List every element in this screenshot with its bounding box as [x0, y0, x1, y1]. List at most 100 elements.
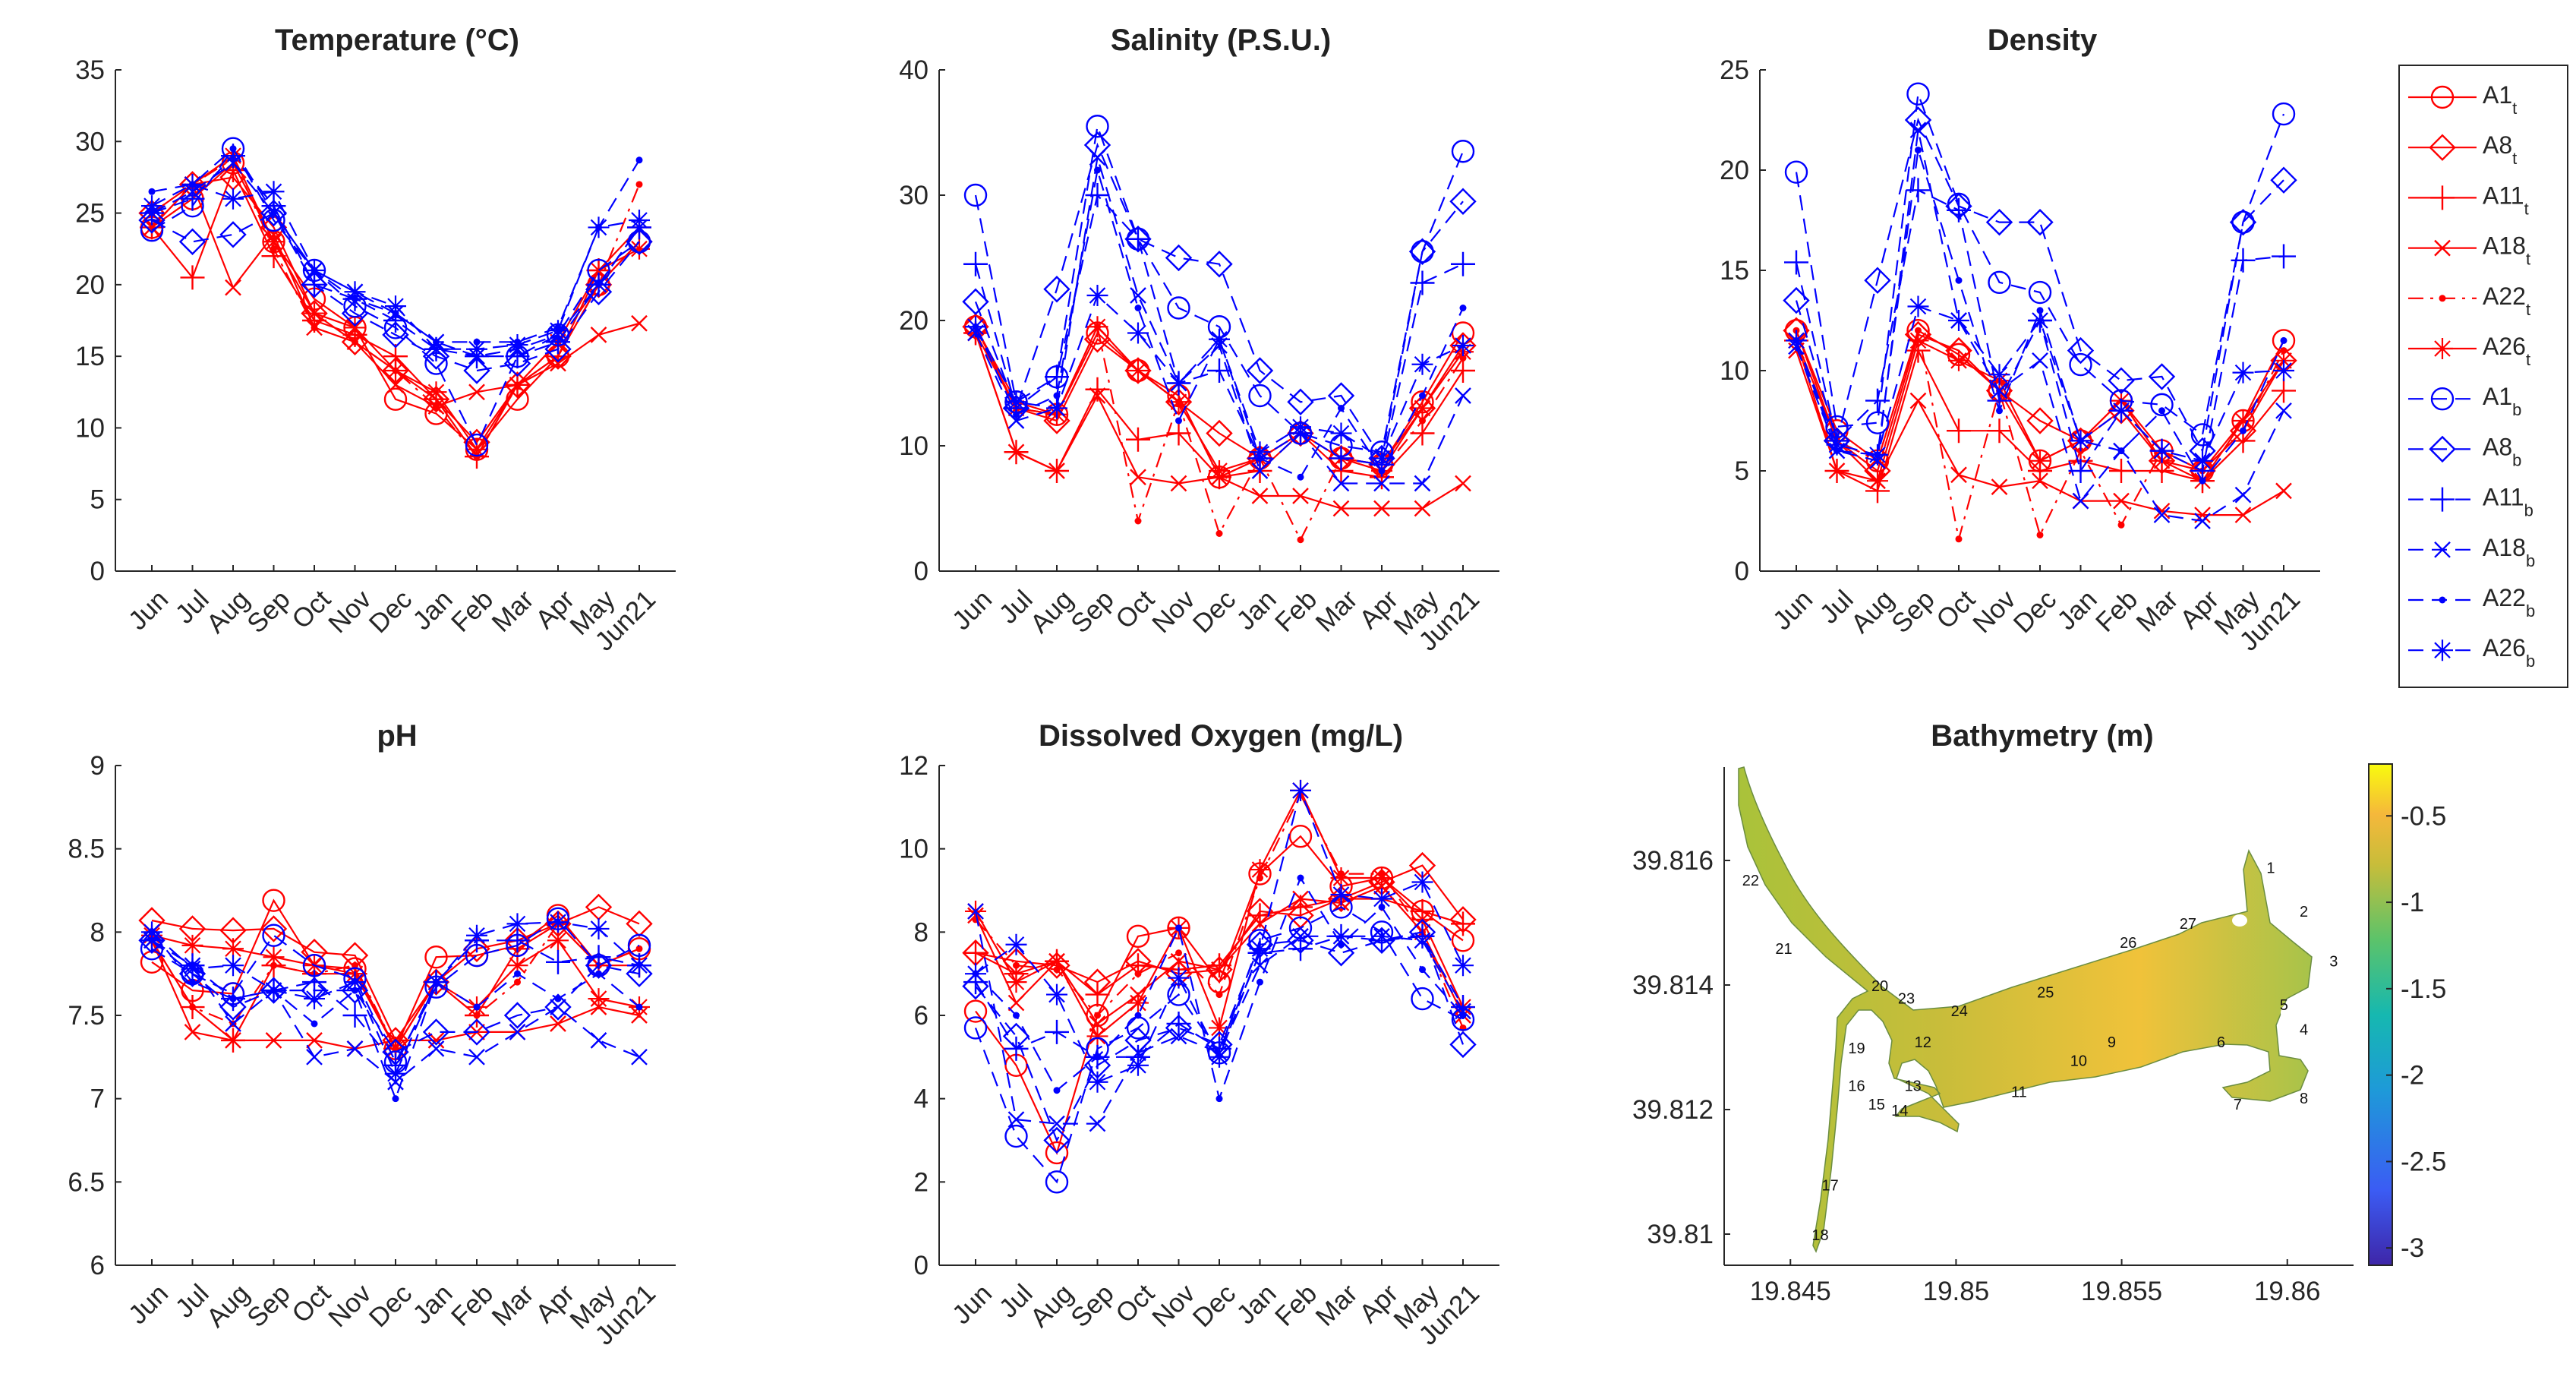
data-point-A8b: [463, 1018, 490, 1046]
data-point-A22b: [635, 156, 643, 164]
data-point-A8b: [962, 288, 989, 315]
data-point-A26b: [1948, 310, 1969, 331]
data-point-A11b: [546, 949, 570, 974]
data-point-A26t: [1168, 391, 1190, 413]
data-point-A26b: [2070, 430, 2092, 452]
legend-subscript: b: [2512, 450, 2521, 469]
data-point-A26t: [1209, 460, 1230, 481]
data-point-A11b: [1906, 178, 1931, 203]
data-point-A11b: [1126, 226, 1150, 251]
chart-panel: 024681012JunJulAugSepOctNovDecJanFebMarA…: [899, 751, 1499, 1351]
data-point-A26b: [2151, 440, 2173, 462]
y-tick-label: 9: [90, 751, 105, 781]
data-point-A11t: [963, 940, 988, 965]
data-point-A26b: [2111, 399, 2132, 421]
data-point-A1b: [1906, 82, 1930, 106]
station-label: 8: [2300, 1091, 2308, 1107]
data-point-A11b: [1004, 1036, 1029, 1061]
data-point-A8b: [178, 960, 207, 987]
series-line-A18b: [975, 157, 1464, 485]
data-point-A8b: [1449, 188, 1477, 215]
station-label: 25: [2037, 984, 2054, 1001]
data-point-A18t: [1089, 1015, 1106, 1032]
data-point-A22t: [2117, 521, 2125, 529]
legend-marker-A26b: [2432, 639, 2453, 661]
data-point-A26b: [1867, 444, 1888, 466]
legend-subscript: b: [2512, 400, 2521, 419]
chart-title-ph: pH: [377, 719, 417, 753]
data-point-A8b: [341, 299, 369, 327]
data-point-A22t: [352, 338, 358, 346]
data-point-A8b: [138, 207, 166, 234]
series-line-A1b: [974, 122, 1465, 453]
data-point-A22b: [1297, 874, 1304, 882]
data-point-A11b: [1045, 1019, 1069, 1044]
data-point-A1b: [1784, 160, 1808, 184]
data-point-A8t: [1165, 388, 1193, 415]
data-point-A1b: [1004, 1124, 1028, 1148]
lake-shape: [1738, 766, 2313, 1253]
data-point-A22b: [1419, 966, 1426, 974]
data-point-A18t: [1455, 475, 1471, 492]
data-point-A8b: [585, 952, 613, 979]
data-point-A11t: [1451, 911, 1475, 936]
colorbar-tick-label: -2.5: [2401, 1147, 2446, 1176]
data-point-A8b: [219, 221, 247, 248]
data-point-A26t: [1907, 330, 1929, 352]
data-point-A22b: [229, 995, 237, 1002]
x-tick-label: Oct: [1931, 584, 1981, 634]
station-label: 7: [2234, 1097, 2242, 1113]
data-point-A26b: [1046, 397, 1067, 419]
data-point-A26t: [263, 946, 285, 968]
data-point-A18t: [1991, 478, 2008, 495]
data-point-A8b: [2067, 336, 2095, 365]
station-label: 20: [1871, 978, 1888, 995]
data-point-A18t: [1048, 463, 1065, 479]
data-point-A22t: [1215, 991, 1223, 999]
series-line-A8b: [975, 931, 1465, 1143]
station-label: 17: [1821, 1178, 1838, 1195]
y-tick-label: 25: [1720, 55, 1749, 85]
legend-subscript: t: [2526, 250, 2530, 269]
data-point-A26b: [1988, 364, 2010, 386]
data-point-A18t: [184, 1024, 201, 1040]
data-point-A22b: [1459, 305, 1467, 311]
data-point-A1b: [2272, 102, 2296, 126]
data-point-A18b: [509, 1024, 526, 1040]
data-point-A18b: [1373, 927, 1390, 945]
data-point-A8t: [1043, 407, 1070, 434]
data-point-A18t: [1130, 469, 1146, 486]
data-point-A26b: [588, 216, 610, 238]
station-label: 16: [1848, 1078, 1865, 1094]
data-point-A11b: [1784, 250, 1808, 275]
x-tick-label: Oct: [1110, 584, 1160, 634]
y-tick-label: 15: [1720, 256, 1749, 286]
data-point-A26b: [1168, 372, 1190, 394]
data-point-A26b: [1086, 285, 1108, 306]
data-point-A18b: [427, 1040, 445, 1057]
station-label: 23: [1898, 991, 1915, 1008]
data-point-A26b: [1411, 353, 1433, 375]
chart-title-bathymetry: Bathymetry (m): [1931, 719, 2153, 753]
data-point-A26b: [2232, 361, 2254, 384]
data-point-A22b: [1338, 941, 1345, 949]
data-point-A11b: [1410, 923, 1435, 949]
data-point-A26b: [1452, 335, 1474, 356]
data-point-A8b: [544, 336, 572, 363]
data-point-A22t: [1419, 417, 1426, 425]
data-point-A22t: [311, 324, 318, 331]
data-point-A18t: [1211, 961, 1228, 978]
legend-subscript: b: [2526, 652, 2535, 671]
data-point-A22t: [1013, 961, 1020, 969]
data-point-A18t: [225, 279, 241, 296]
data-point-A11t: [1085, 982, 1110, 1007]
data-point-A26t: [506, 955, 528, 977]
data-point-A1b: [1248, 384, 1272, 408]
colorbar-tick-label: -0.5: [2401, 801, 2446, 831]
data-point-A26b: [425, 971, 447, 993]
data-point-A26b: [181, 958, 203, 980]
legend-marker-A22b: [2439, 596, 2446, 604]
data-point-A26b: [466, 924, 487, 946]
station-label: 26: [2120, 935, 2136, 952]
station-label: 3: [2329, 953, 2338, 970]
